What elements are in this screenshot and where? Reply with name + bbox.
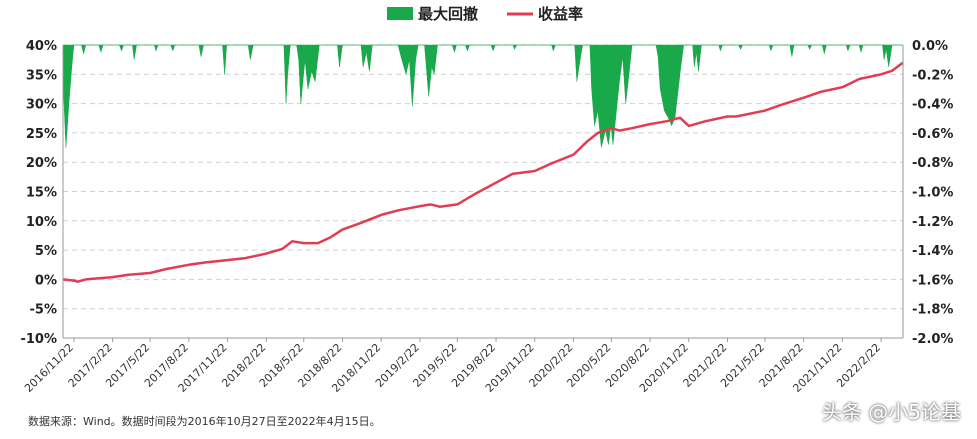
- legend: 最大回撤 收益率: [387, 5, 583, 23]
- y-right-tick-label: -1.0%: [912, 186, 953, 201]
- legend-label-return: 收益率: [538, 5, 583, 23]
- y-right-tick-label: -1.8%: [912, 303, 953, 318]
- y-right-tick-label: -0.2%: [912, 68, 953, 83]
- gridlines: [63, 44, 903, 310]
- y-right-tick-label: -1.6%: [912, 273, 953, 288]
- y-right-tick-label: -0.6%: [912, 127, 953, 142]
- x-tick-label: 2016/11/22: [22, 341, 76, 395]
- legend-label-drawdown: 最大回撤: [418, 5, 478, 23]
- x-axis: 2016/11/222017/2/222017/5/222017/8/22201…: [22, 338, 883, 395]
- source-note: 数据来源：Wind。数据时间段为2016年10月27日至2022年4月15日。: [28, 415, 381, 428]
- y-left-tick-label: 40%: [26, 39, 57, 54]
- y-left-tick-label: 15%: [26, 186, 57, 201]
- y-left-tick-label: 0%: [35, 273, 57, 288]
- y-left-tick-label: 10%: [26, 215, 57, 230]
- y-right-tick-label: -1.2%: [912, 215, 953, 230]
- y-right-tick-label: -2.0%: [912, 332, 953, 347]
- legend-swatch-drawdown: [387, 7, 413, 20]
- y-left-tick-label: 5%: [35, 244, 57, 259]
- y-left-tick-label: -10%: [20, 332, 57, 347]
- y-right-tick-label: 0.0%: [912, 39, 948, 54]
- y-axis-left: -10% -5% 0% 5% 10% 15% 20% 25% 30% 35% 40%: [20, 39, 57, 347]
- drawdown-area-layer: [62, 44, 903, 148]
- y-left-tick-label: -5%: [30, 303, 57, 318]
- axes: [62, 45, 904, 339]
- drawdown-area: [62, 44, 903, 148]
- watermark-text: 头条 @小5论基: [821, 400, 961, 424]
- y-left-tick-label: 20%: [26, 156, 57, 171]
- return-line: [62, 61, 904, 283]
- y-right-tick-label: -0.8%: [912, 156, 953, 171]
- y-right-tick-label: -1.4%: [912, 244, 953, 259]
- y-left-tick-label: 35%: [26, 68, 57, 83]
- y-left-tick-label: 25%: [26, 127, 57, 142]
- return-line-layer: [62, 61, 904, 283]
- y-right-tick-label: -0.4%: [912, 98, 953, 113]
- y-axis-right: -2.0% -1.8% -1.6% -1.4% -1.2% -1.0% -0.8% -0.6%…: [912, 39, 953, 347]
- y-left-tick-label: 30%: [26, 98, 57, 113]
